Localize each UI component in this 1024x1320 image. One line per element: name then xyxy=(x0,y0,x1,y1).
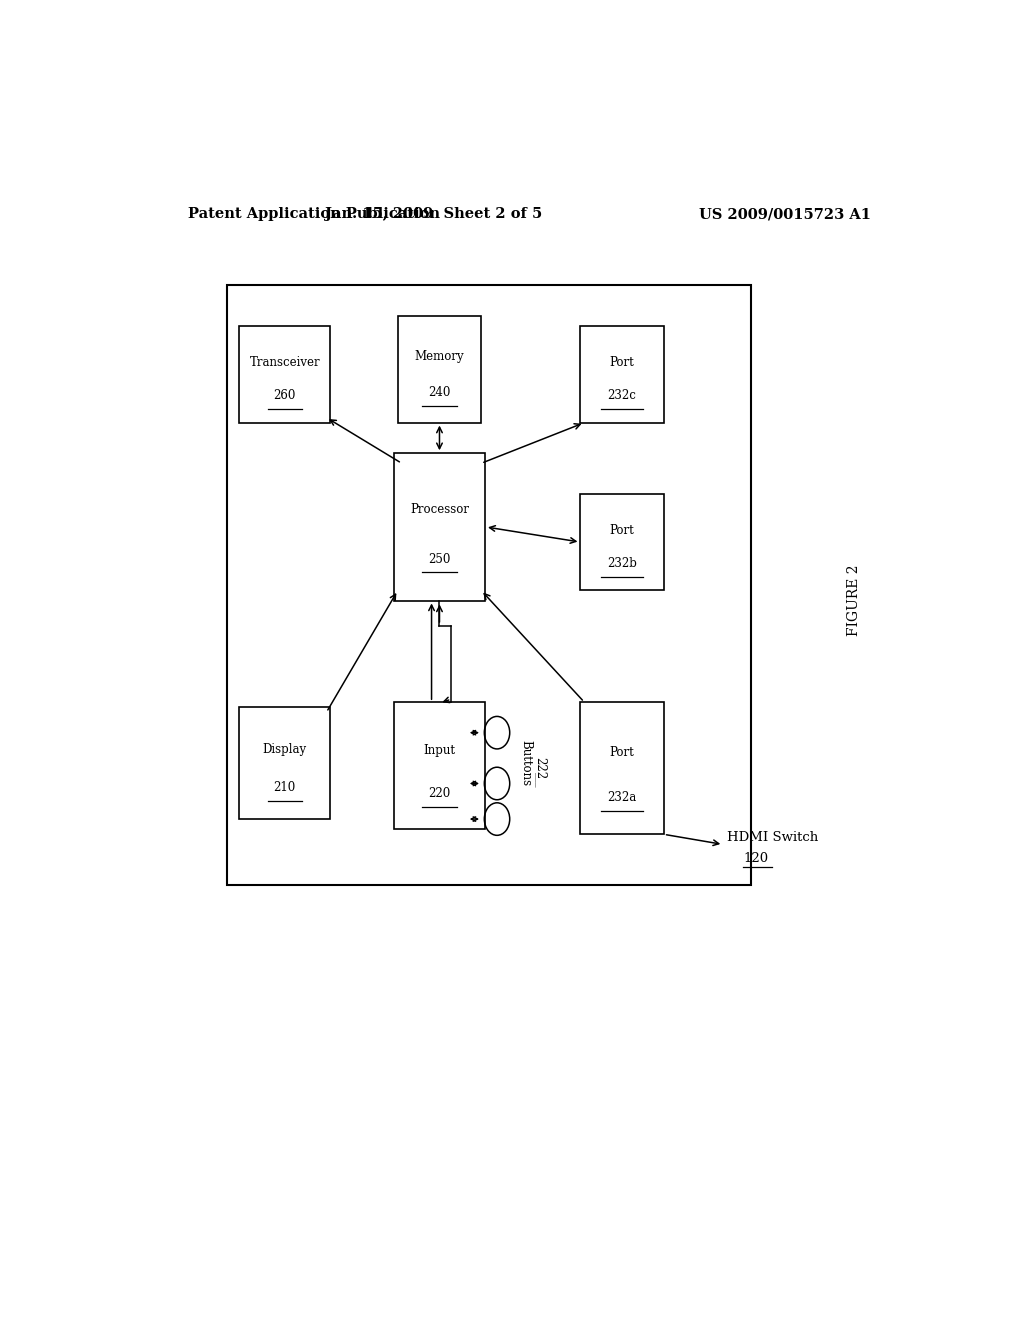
Text: Port: Port xyxy=(609,524,635,537)
Text: 250: 250 xyxy=(428,553,451,566)
Text: 222: 222 xyxy=(534,758,547,779)
Text: 232a: 232a xyxy=(607,791,637,804)
Text: Transceiver: Transceiver xyxy=(250,356,321,370)
Text: Patent Application Publication: Patent Application Publication xyxy=(187,207,439,222)
Text: 260: 260 xyxy=(273,389,296,403)
Text: 210: 210 xyxy=(273,781,296,795)
Bar xyxy=(581,494,664,590)
Text: Port: Port xyxy=(609,746,635,759)
Text: 232c: 232c xyxy=(607,389,637,403)
Text: 120: 120 xyxy=(743,851,768,865)
Text: 232b: 232b xyxy=(607,557,637,570)
Text: 240: 240 xyxy=(428,387,451,399)
Text: Buttons: Buttons xyxy=(519,741,532,787)
Text: Processor: Processor xyxy=(410,503,469,516)
Bar xyxy=(397,315,481,422)
Text: Input: Input xyxy=(424,744,456,756)
Bar xyxy=(227,285,751,886)
Text: Memory: Memory xyxy=(415,350,464,363)
Text: Display: Display xyxy=(263,743,307,756)
Text: Jan. 15, 2009  Sheet 2 of 5: Jan. 15, 2009 Sheet 2 of 5 xyxy=(325,207,542,222)
Text: Port: Port xyxy=(609,356,635,370)
Text: US 2009/0015723 A1: US 2009/0015723 A1 xyxy=(699,207,871,222)
Bar xyxy=(394,453,485,601)
Bar xyxy=(240,708,331,818)
Bar xyxy=(240,326,331,422)
Bar xyxy=(581,702,664,834)
Bar xyxy=(581,326,664,422)
Bar xyxy=(394,702,485,829)
Text: FIGURE 2: FIGURE 2 xyxy=(847,565,861,636)
Text: ___: ___ xyxy=(534,772,543,787)
Text: HDMI Switch: HDMI Switch xyxy=(727,832,818,845)
Text: 220: 220 xyxy=(428,787,451,800)
